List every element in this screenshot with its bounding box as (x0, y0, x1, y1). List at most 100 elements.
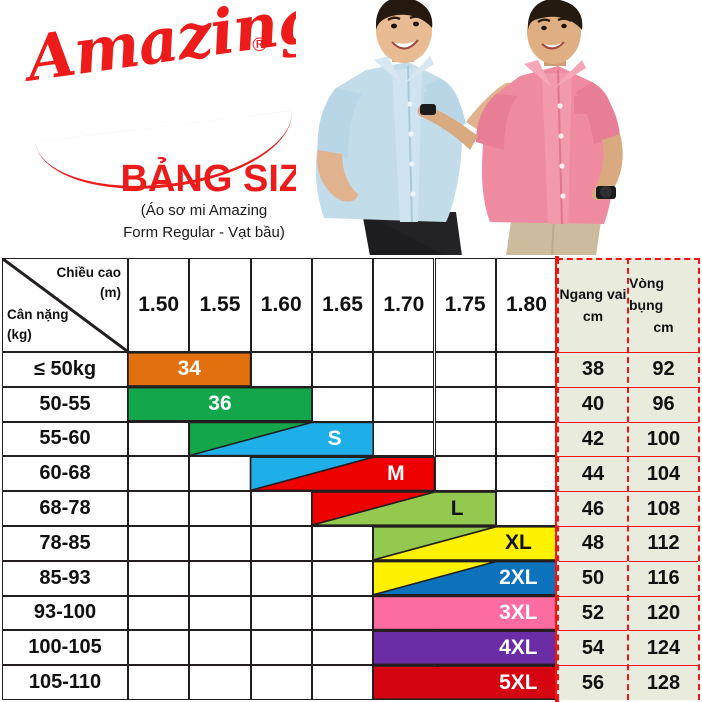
table-cell (311, 491, 374, 526)
table-cell (434, 386, 496, 422)
table-cell (434, 491, 496, 526)
measure-header-shoulder: Ngang vai cm (559, 260, 627, 352)
brand-block: Amazing ® BẢNG SIZE (Áo sơ mi Amazing Fo… (22, 0, 327, 248)
table-cell (373, 352, 435, 387)
weight-row-label: 100-105 (2, 630, 128, 666)
weight-row-label: 78-85 (2, 526, 128, 561)
table-cell (495, 421, 558, 457)
table-cell (373, 491, 435, 526)
table-cell (250, 491, 312, 526)
measure-waist-value: 120 (629, 595, 698, 631)
table-cell (189, 560, 251, 596)
height-header-1.60: 1.60 (250, 258, 312, 352)
table-cell (495, 491, 558, 526)
table-cell (189, 386, 251, 422)
table-cell (128, 560, 190, 596)
table-cell (495, 665, 558, 700)
weight-row-label: 68-78 (2, 491, 128, 526)
measure-waist-value: 96 (629, 386, 698, 422)
table-cell (373, 595, 435, 631)
table-cell (128, 630, 190, 666)
table-cell (311, 526, 374, 561)
logo-text: Amazing (22, 0, 324, 96)
measure-header-name: Vòng bụng (629, 275, 664, 314)
table-cell (495, 595, 558, 631)
measure-waist-value: 108 (629, 491, 698, 526)
measure-waist-value: 104 (629, 456, 698, 492)
subtitle-line-2: Form Regular - Vạt bầu) (123, 224, 285, 241)
table-cell (495, 630, 558, 666)
measure-shoulder-value: 42 (559, 421, 627, 457)
weight-row-label: ≤ 50kg (2, 352, 128, 387)
table-cell (373, 665, 435, 700)
measure-waist-value: 112 (629, 526, 698, 561)
weight-axis-label: Cân nặng (7, 307, 69, 322)
table-cell (189, 630, 251, 666)
subtitle-line-1: (Áo sơ mi Amazing (140, 202, 268, 219)
measure-shoulder-value: 40 (559, 386, 627, 422)
table-cell (311, 560, 374, 596)
height-header-1.80: 1.80 (495, 258, 558, 352)
table-cell (189, 665, 251, 700)
height-header-1.75: 1.75 (434, 258, 496, 352)
table-cell (128, 421, 190, 457)
table-cell (128, 526, 190, 561)
weight-row-label: 85-93 (2, 560, 128, 596)
table-cell (189, 595, 251, 631)
table-cell (250, 560, 312, 596)
weight-row-label: 60-68 (2, 456, 128, 492)
table-cell (189, 352, 251, 387)
table-cell (311, 352, 374, 387)
weight-row-label: 50-55 (2, 386, 128, 422)
header-banner: Amazing ® BẢNG SIZE (Áo sơ mi Amazing Fo… (0, 0, 702, 255)
table-cell (495, 560, 558, 596)
table-cell (250, 352, 312, 387)
table-cell (189, 526, 251, 561)
table-cell (434, 595, 496, 631)
measure-shoulder-value: 56 (559, 665, 627, 700)
height-header-1.70: 1.70 (373, 258, 435, 352)
measure-shoulder-value: 38 (559, 352, 627, 387)
table-cell (311, 456, 374, 492)
measure-shoulder-value: 46 (559, 491, 627, 526)
table-cell (434, 352, 496, 387)
table-cell (373, 526, 435, 561)
measure-header-unit: cm (653, 318, 674, 335)
table-cell (128, 595, 190, 631)
table-cell (434, 421, 496, 457)
weight-row-label: 93-100 (2, 595, 128, 631)
table-cell (128, 386, 190, 422)
table-cell (373, 421, 435, 457)
weight-row-label: 55-60 (2, 421, 128, 457)
amazing-logo: Amazing (22, 0, 323, 148)
table-cell (311, 630, 374, 666)
measure-waist-value: 128 (629, 665, 698, 700)
measure-shoulder-value: 48 (559, 526, 627, 561)
table-cell (311, 595, 374, 631)
measure-waist-value: 116 (629, 560, 698, 596)
table-cell (189, 421, 251, 457)
right-model (417, 0, 623, 255)
table-cell (373, 386, 435, 422)
table-cell (189, 456, 251, 492)
table-cell (311, 386, 374, 422)
table-cell (250, 665, 312, 700)
table-cell (128, 665, 190, 700)
measure-header-unit: cm (582, 308, 604, 324)
table-cell (128, 352, 190, 387)
height-header-1.65: 1.65 (311, 258, 374, 352)
table-cell (250, 526, 312, 561)
table-cell (373, 456, 435, 492)
height-axis-unit: (m) (100, 285, 121, 300)
measure-shoulder-value: 44 (559, 456, 627, 492)
weight-row-label: 105-110 (2, 665, 128, 700)
table-cell (434, 560, 496, 596)
table-cell (128, 456, 190, 492)
table-cell (250, 386, 312, 422)
corner-diagonal-icon (3, 259, 127, 351)
models-photo (296, 0, 702, 255)
table-cell (311, 421, 374, 457)
table-cell (250, 456, 312, 492)
registered-trademark-icon: ® (250, 34, 269, 56)
table-cell (373, 560, 435, 596)
